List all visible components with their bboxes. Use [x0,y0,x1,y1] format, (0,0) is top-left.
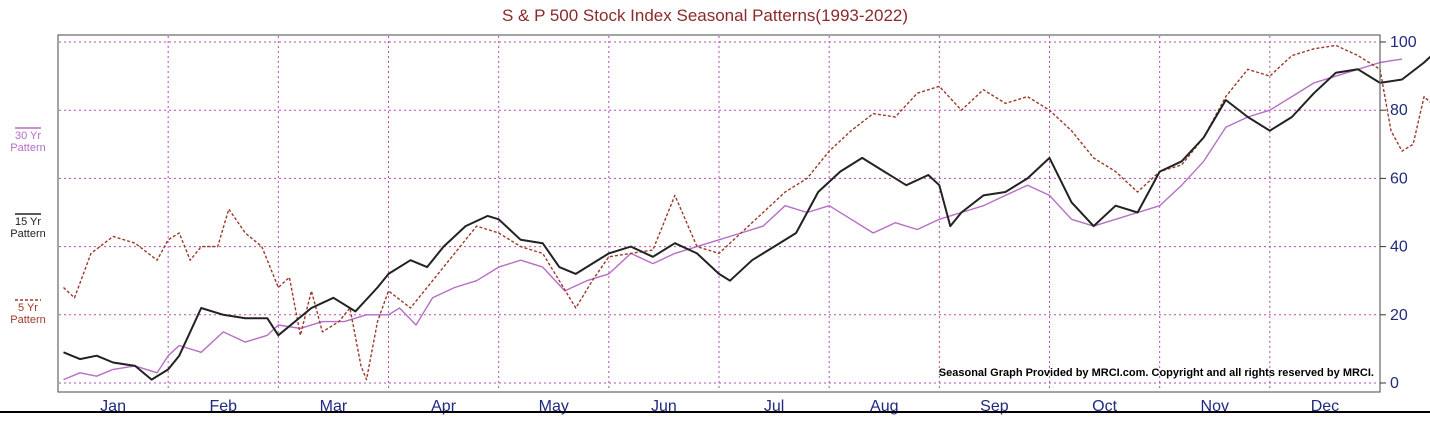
y-tick-label: 40 [1390,239,1408,256]
x-axis: Jan Feb Mar Apr May Jun Jul Aug Sep Oct Nov Dec [100,398,1339,415]
y-tick-label: 20 [1390,307,1408,324]
x-tick-label: May [539,398,569,415]
chart-title: S & P 500 Stock Index Seasonal Patterns(… [502,6,908,25]
x-tick-label: Mar [320,398,348,415]
legend-label: 15 Yr [15,216,41,228]
series-line-30-yr-pattern [63,58,1403,381]
legend-label: 30 Yr [15,130,41,142]
legend-label: 5 Yr [18,302,38,314]
x-tick-label: Jun [651,398,677,415]
y-tick-label: 100 [1390,34,1417,51]
legend-label: Pattern [10,314,45,326]
x-tick-label: Jan [100,398,126,415]
x-tick-label: Oct [1092,398,1117,415]
x-tick-label: Sep [980,398,1009,415]
y-axis: 0 20 40 60 80 100 [1380,34,1417,392]
x-tick-label: Nov [1201,398,1229,415]
y-tick-label: 80 [1390,102,1408,119]
legend-label: Pattern [10,142,45,154]
legend-label: Pattern [10,228,45,240]
credit-text: Seasonal Graph Provided by MRCI.com. Cop… [939,367,1374,379]
grid [59,36,1379,391]
y-tick-label: 0 [1390,375,1399,392]
plot-border [57,34,1381,393]
y-tick-label: 60 [1390,170,1408,187]
x-tick-label: Jul [764,398,784,415]
x-tick-label: Aug [870,398,898,415]
series-line-15-yr-pattern [63,55,1430,381]
x-tick-label: Apr [431,398,457,415]
series-line-5-yr-pattern [63,44,1430,381]
x-tick-label: Feb [209,398,237,415]
x-tick-label: Dec [1311,398,1339,415]
series-layer [63,44,1430,381]
